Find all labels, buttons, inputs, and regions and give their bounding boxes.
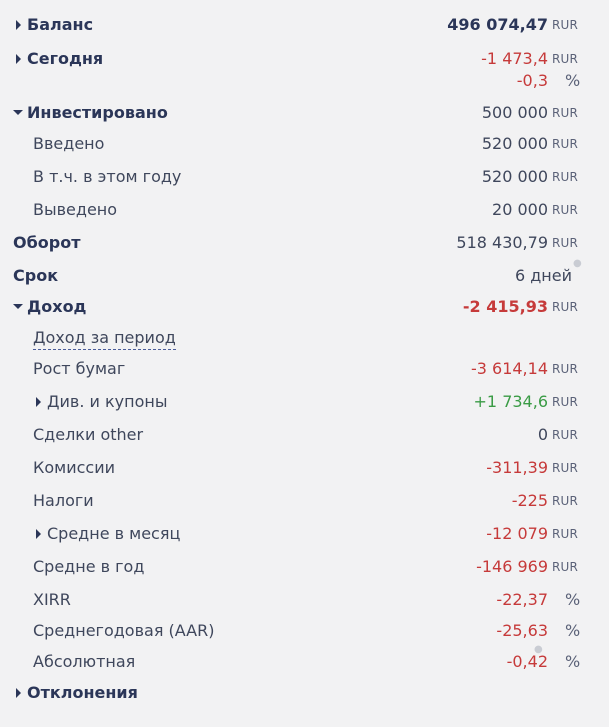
percent-unit: % bbox=[565, 652, 581, 671]
row-deposited: Введено 520 000 RUR bbox=[0, 130, 609, 158]
balance-value: 496 074,47 bbox=[447, 15, 548, 34]
row-label: Комиссии bbox=[33, 458, 116, 477]
currency-unit: RUR bbox=[552, 170, 579, 184]
row-commissions: Комиссии -311,39 RUR bbox=[0, 454, 609, 482]
row-label: Баланс bbox=[27, 15, 94, 34]
row-absolute: Абсолютная -0,42 ● % bbox=[0, 644, 609, 676]
row-label: Средне в год bbox=[33, 557, 145, 576]
avg-month-value: -12 079 bbox=[486, 524, 548, 543]
securities-value: -3 614,14 bbox=[470, 359, 548, 378]
currency-unit: RUR bbox=[552, 300, 579, 314]
row-withdrawn: Выведено 20 000 RUR bbox=[0, 196, 609, 224]
row-label: Оборот bbox=[13, 233, 81, 252]
xirr-value: -22,37 bbox=[496, 590, 548, 609]
row-today-percent: -0,3 % bbox=[0, 67, 609, 95]
currency-unit: RUR bbox=[552, 18, 579, 32]
row-aar: Среднегодовая (AAR) -25,63 % bbox=[0, 617, 609, 645]
other-deals-value: 0 bbox=[537, 425, 548, 444]
expand-arrow-icon[interactable] bbox=[36, 397, 41, 407]
row-this-year: В т.ч. в этом году 520 000 RUR bbox=[0, 163, 609, 191]
row-label: Инвестировано bbox=[27, 103, 168, 122]
currency-unit: RUR bbox=[552, 494, 579, 508]
row-label: Див. и купоны bbox=[47, 392, 168, 411]
row-label: Абсолютная bbox=[33, 652, 136, 671]
absolute-value: -0,42 bbox=[506, 652, 548, 671]
percent-unit: % bbox=[565, 621, 581, 640]
aar-value: -25,63 bbox=[496, 621, 548, 640]
row-securities: Рост бумаг -3 614,14 RUR bbox=[0, 355, 609, 383]
term-value: 6 дней bbox=[514, 266, 572, 285]
row-label: Срок bbox=[13, 266, 59, 285]
row-label: В т.ч. в этом году bbox=[33, 167, 182, 186]
currency-unit: RUR bbox=[552, 106, 579, 120]
row-deviations[interactable]: Отклонения bbox=[0, 679, 609, 707]
row-label: Средне в месяц bbox=[47, 524, 181, 543]
row-label: Среднегодовая (AAR) bbox=[33, 621, 215, 640]
income-period-link[interactable]: Доход за период bbox=[33, 327, 176, 350]
row-xirr: XIRR -22,37 % bbox=[0, 586, 609, 614]
collapse-arrow-icon[interactable] bbox=[13, 110, 23, 115]
row-turnover: Оборот 518 430,79 RUR bbox=[0, 229, 609, 257]
row-label: XIRR bbox=[33, 590, 71, 609]
row-label: Введено bbox=[33, 134, 105, 153]
avg-year-value: -146 969 bbox=[476, 557, 548, 576]
percent-unit: % bbox=[565, 590, 581, 609]
row-today[interactable]: Сегодня -1 473,4 RUR bbox=[0, 45, 609, 73]
row-label: Сделки other bbox=[33, 425, 144, 444]
row-label: Доход bbox=[27, 297, 87, 316]
currency-unit: RUR bbox=[552, 527, 579, 541]
currency-unit: RUR bbox=[552, 395, 579, 409]
row-taxes: Налоги -225 RUR bbox=[0, 487, 609, 515]
income-value: -2 415,93 bbox=[462, 297, 548, 316]
deposited-value: 520 000 bbox=[481, 134, 548, 153]
row-invested[interactable]: Инвестировано 500 000 RUR bbox=[0, 99, 609, 127]
hint-dot-icon: ● bbox=[573, 258, 582, 269]
row-term: Срок 6 дней ● bbox=[0, 258, 609, 290]
dividends-value: +1 734,6 bbox=[473, 392, 548, 411]
currency-unit: RUR bbox=[552, 137, 579, 151]
row-label: Сегодня bbox=[27, 49, 104, 68]
row-balance[interactable]: Баланс 496 074,47 RUR bbox=[0, 11, 609, 39]
collapse-arrow-icon[interactable] bbox=[13, 304, 23, 309]
currency-unit: RUR bbox=[552, 362, 579, 376]
currency-unit: RUR bbox=[552, 236, 579, 250]
expand-arrow-icon[interactable] bbox=[16, 20, 21, 30]
row-dividends[interactable]: Див. и купоны +1 734,6 RUR bbox=[0, 388, 609, 416]
currency-unit: RUR bbox=[552, 203, 579, 217]
row-other-deals: Сделки other 0 RUR bbox=[0, 421, 609, 449]
taxes-value: -225 bbox=[511, 491, 548, 510]
row-avg-year: Средне в год -146 969 RUR bbox=[0, 553, 609, 581]
expand-arrow-icon[interactable] bbox=[16, 54, 21, 64]
this-year-value: 520 000 bbox=[481, 167, 548, 186]
currency-unit: RUR bbox=[552, 560, 579, 574]
row-label: Рост бумаг bbox=[33, 359, 126, 378]
row-income[interactable]: Доход -2 415,93 RUR bbox=[0, 293, 609, 321]
today-percent-value: -0,3 bbox=[516, 71, 548, 90]
commissions-value: -311,39 bbox=[486, 458, 548, 477]
expand-arrow-icon[interactable] bbox=[36, 529, 41, 539]
currency-unit: RUR bbox=[552, 461, 579, 475]
turnover-value: 518 430,79 bbox=[456, 233, 548, 252]
currency-unit: RUR bbox=[552, 52, 579, 66]
hint-dot-icon: ● bbox=[534, 644, 543, 655]
row-avg-month[interactable]: Средне в месяц -12 079 RUR bbox=[0, 520, 609, 548]
row-label: Налоги bbox=[33, 491, 94, 510]
withdrawn-value: 20 000 bbox=[492, 200, 548, 219]
percent-unit: % bbox=[565, 71, 581, 90]
row-label: Выведено bbox=[33, 200, 118, 219]
row-label: Отклонения bbox=[27, 683, 138, 702]
invested-value: 500 000 bbox=[481, 103, 548, 122]
row-income-period[interactable]: Доход за период bbox=[0, 324, 609, 352]
currency-unit: RUR bbox=[552, 428, 579, 442]
today-value: -1 473,4 bbox=[481, 49, 548, 68]
expand-arrow-icon[interactable] bbox=[16, 688, 21, 698]
